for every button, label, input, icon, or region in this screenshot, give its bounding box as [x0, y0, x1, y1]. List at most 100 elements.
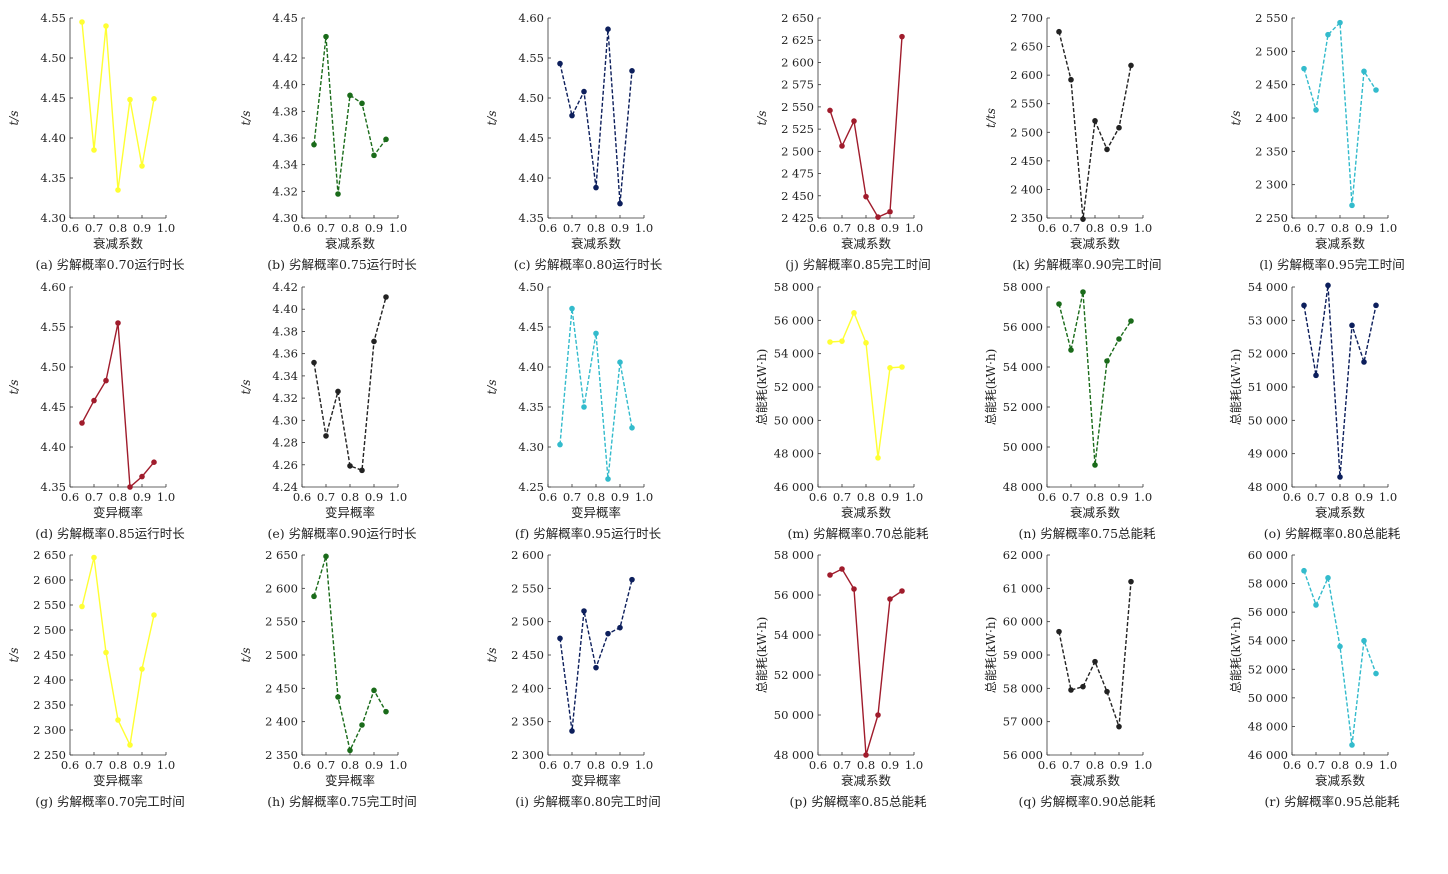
y-tick-label: 2 550: [265, 615, 298, 629]
data-point: [1080, 289, 1086, 295]
chart-panel-3: 4.35 4.40 4.45 4.50 4.55 4.60 0.6 0.7 0.8 0.9 1.0 衰…: [485, 11, 663, 272]
y-tick-label: 2 450: [511, 648, 544, 662]
x-axis-label: 衰减系数: [841, 236, 892, 251]
data-point: [1092, 118, 1098, 124]
y-tick-label: 4.26: [272, 458, 298, 472]
x-tick-label: 0.7: [563, 758, 581, 772]
data-point: [875, 214, 881, 220]
x-axis-label: 变异概率: [571, 505, 621, 520]
x-tick-label: 0.6: [809, 758, 827, 772]
x-tick-label: 0.7: [85, 758, 103, 772]
y-tick-label: 52 000: [774, 380, 814, 394]
x-tick-label: 0.8: [1086, 221, 1104, 235]
data-point: [1056, 28, 1062, 35]
y-tick-label: 48 000: [1248, 480, 1288, 494]
x-tick-label: 0.9: [133, 758, 151, 772]
data-point: [383, 708, 389, 715]
data-point: [1325, 575, 1331, 581]
y-tick-label: 2 450: [265, 681, 298, 695]
data-point: [851, 310, 857, 316]
panel-caption: (k) 劣解概率0.90完工时间: [1012, 257, 1161, 272]
x-axis-label: 变异概率: [571, 773, 621, 788]
y-tick-label: 48 000: [774, 748, 814, 762]
x-tick-label: 0.8: [341, 490, 359, 504]
y-tick-label: 2 425: [781, 211, 814, 225]
data-point: [1116, 336, 1122, 342]
y-tick-label: 4.32: [272, 391, 298, 405]
y-tick-label: 2 250: [1255, 211, 1288, 225]
y-tick-label: 4.55: [518, 51, 544, 65]
x-tick-label: 0.6: [539, 221, 557, 235]
y-tick-label: 2 500: [265, 648, 298, 662]
data-point: [103, 649, 109, 656]
data-point: [79, 19, 85, 25]
series-line: [559, 579, 633, 732]
data-point: [1104, 358, 1110, 364]
y-tick-label: 58 000: [1248, 577, 1288, 591]
data-point: [1313, 107, 1319, 113]
y-axis-label: 总能耗(kW·h): [984, 349, 998, 426]
x-tick-label: 0.7: [317, 221, 335, 235]
y-tick-label: 2 650: [265, 548, 298, 562]
data-point: [103, 23, 109, 29]
x-tick-label: 0.6: [1283, 221, 1301, 235]
data-point: [383, 136, 389, 143]
y-tick-label: 2 400: [33, 673, 66, 687]
x-tick-label: 0.7: [1062, 490, 1080, 504]
x-tick-label: 0.9: [1110, 221, 1128, 235]
panel-caption: (f) 劣解概率0.95运行时长: [515, 526, 662, 541]
y-tick-label: 2 600: [511, 548, 544, 562]
y-tick-label: 4.35: [518, 211, 544, 225]
data-point: [617, 200, 623, 207]
data-point: [887, 365, 893, 371]
x-tick-label: 1.0: [1134, 221, 1152, 235]
y-tick-label: 62 000: [1003, 548, 1043, 562]
y-tick-label: 4.35: [40, 171, 66, 185]
y-tick-label: 2 550: [1010, 97, 1043, 111]
y-tick-label: 2 525: [781, 122, 814, 136]
y-axis-label: 总能耗(kW·h): [1229, 349, 1243, 426]
y-tick-label: 4.42: [272, 51, 298, 65]
panel-caption: (n) 劣解概率0.75总能耗: [1018, 526, 1156, 541]
data-point: [1128, 578, 1134, 585]
data-point: [151, 96, 157, 102]
data-point: [1080, 216, 1086, 222]
y-axis-label: t/s: [7, 647, 21, 662]
x-tick-label: 0.6: [61, 758, 79, 772]
x-tick-label: 0.7: [85, 221, 103, 235]
data-point: [127, 742, 133, 748]
data-point: [1128, 318, 1134, 324]
x-tick-label: 0.8: [1331, 221, 1349, 235]
y-axis-label: t/s: [239, 647, 253, 662]
data-point: [115, 320, 121, 326]
data-point: [1337, 19, 1343, 26]
y-tick-label: 4.40: [40, 440, 66, 454]
x-tick-label: 0.9: [881, 490, 899, 504]
data-point: [1361, 68, 1367, 75]
data-point: [875, 712, 881, 718]
y-tick-label: 2 400: [1255, 111, 1288, 125]
data-point: [1104, 146, 1110, 153]
y-tick-label: 2 625: [781, 33, 814, 47]
data-point: [1325, 31, 1331, 38]
data-point: [569, 728, 575, 734]
y-axis-label: t/s: [7, 379, 21, 394]
x-tick-label: 0.6: [1283, 758, 1301, 772]
y-tick-label: 59 000: [1003, 648, 1043, 662]
data-point: [115, 187, 121, 193]
series-line: [81, 322, 155, 489]
y-tick-label: 2 250: [33, 748, 66, 762]
data-point: [839, 143, 845, 149]
data-point: [1128, 62, 1134, 69]
x-tick-label: 0.9: [1355, 221, 1373, 235]
y-tick-label: 4.35: [40, 480, 66, 494]
y-axis-label: t/s: [485, 110, 499, 125]
y-tick-label: 2 650: [33, 548, 66, 562]
y-tick-label: 46 000: [774, 480, 814, 494]
y-axis-label: t/s: [239, 379, 253, 394]
y-tick-label: 2 550: [511, 581, 544, 595]
x-tick-label: 0.8: [109, 490, 127, 504]
data-point: [91, 397, 97, 404]
x-axis-label: 衰减系数: [1070, 773, 1121, 788]
data-point: [79, 420, 85, 426]
